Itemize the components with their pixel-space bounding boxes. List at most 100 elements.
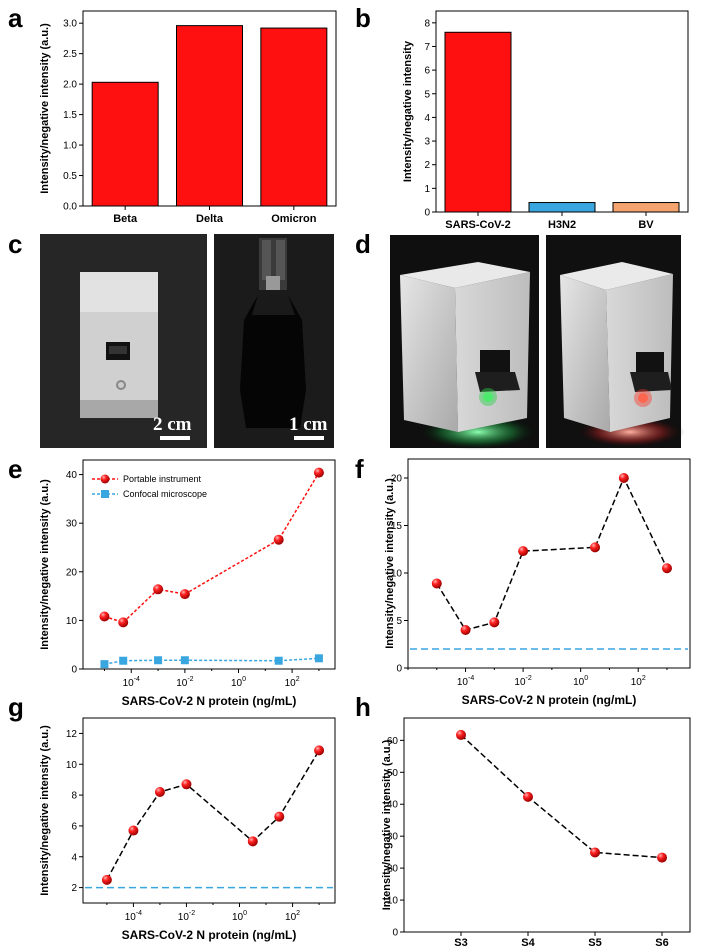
- data-point-f: [618, 473, 629, 483]
- y-axis-label-f: Intensity/negative intensity (a.u.): [384, 478, 396, 649]
- y-tick-label-g: 10: [66, 760, 78, 771]
- chart-a-variant-bars: 0.0 0.5 1.0 1.5 2.0 2.5 3.0 Intensity/negative …: [39, 10, 337, 225]
- data-point-confocal-microscope: [314, 654, 323, 663]
- data-point-g: [247, 836, 258, 847]
- data-point-f: [489, 617, 500, 628]
- series-line-g: [106, 749, 320, 881]
- x-tick-label-f: 100: [573, 675, 588, 688]
- x-tick-label-h: S3: [454, 937, 467, 949]
- y-tick-label-h: 40: [387, 800, 399, 811]
- plot-frame-e: [82, 459, 336, 670]
- photo-d-left-green-led: [390, 235, 539, 450]
- series-line-confocal-microscope: [104, 657, 319, 665]
- x-tick-label-b: BV: [638, 219, 654, 231]
- x-tick-label-e: 102: [285, 676, 300, 689]
- data-point-f: [460, 625, 471, 635]
- photo-d-right-red-led: [546, 235, 685, 448]
- data-point-h: [523, 791, 533, 802]
- x-tick-label-g: 102: [285, 910, 300, 923]
- y-axis-label-a: Intensity/negative intensity (a.u.): [39, 23, 51, 194]
- bar-sars-cov-2: [444, 31, 512, 213]
- x-tick-label-h: S4: [521, 937, 535, 949]
- x-tick-label-e: 10-4: [123, 676, 140, 689]
- x-tick-label-a: Omicron: [271, 213, 317, 225]
- y-tick-label-e: 20: [66, 567, 78, 578]
- x-tick-label-g: 10-4: [125, 910, 142, 923]
- legend-marker-confocal-microscope: [101, 490, 109, 498]
- panel-label-f: f: [355, 454, 364, 484]
- plot-frame-f: [407, 458, 691, 669]
- x-axis-label-e: SARS-CoV-2 N protein (ng/mL): [122, 694, 297, 708]
- data-point-h: [456, 729, 466, 740]
- data-point-g: [181, 779, 192, 790]
- y-tick-label-h: 60: [387, 736, 399, 747]
- y-tick-label-h: 20: [387, 864, 399, 875]
- data-point-f: [590, 542, 601, 553]
- x-tick-label-g: 100: [232, 910, 247, 923]
- x-tick-label-h: S5: [588, 937, 601, 949]
- y-axis-label-b: Intensity/negative intensity: [402, 40, 414, 182]
- chart-e-instrument-comparison: 0 10 20 30 40 10-4 10-2 100 102 SARS-CoV-2 N prot…: [39, 459, 336, 708]
- x-tick-label-f: 102: [631, 675, 646, 688]
- y-tick-label-b: 4: [424, 113, 430, 124]
- panel-label-a: a: [8, 3, 23, 33]
- photo-c-left-instrument: 2 cm: [40, 234, 207, 448]
- bar-delta: [176, 25, 243, 207]
- x-tick-label-f: 10-4: [457, 675, 474, 688]
- data-point-portable-instrument: [99, 611, 110, 622]
- y-tick-label-b: 0: [424, 208, 430, 219]
- y-tick-label-g: 2: [71, 883, 77, 894]
- x-tick-label-b: H3N2: [548, 219, 576, 231]
- y-tick-label-g: 8: [71, 791, 77, 802]
- x-tick-label-h: S6: [655, 937, 668, 949]
- legend-label-confocal-microscope: Confocal microscope: [123, 489, 207, 499]
- y-tick-label-h: 50: [387, 768, 399, 779]
- y-tick-label-b: 5: [424, 89, 430, 100]
- bar-omicron: [260, 27, 328, 207]
- series-line-f: [436, 476, 668, 631]
- y-tick-label-b: 3: [424, 137, 430, 148]
- y-axis-label-g: Intensity/negative intensity (a.u.): [39, 725, 51, 896]
- y-tick-label-f: 10: [391, 569, 403, 580]
- x-axis-label-g: SARS-CoV-2 N protein (ng/mL): [122, 928, 297, 942]
- y-tick-label-e: 30: [66, 519, 78, 530]
- photo-c-right-chip: 1 cm: [214, 234, 334, 448]
- bar-beta: [91, 81, 159, 207]
- y-tick-label-b: 6: [424, 66, 430, 77]
- x-tick-label-f: 10-2: [514, 675, 531, 688]
- data-point-f: [661, 563, 672, 574]
- data-point-h: [590, 847, 600, 858]
- scale-bar-label-left: 2 cm: [153, 414, 192, 435]
- y-tick-label-g: 6: [71, 821, 77, 832]
- data-point-f: [431, 578, 442, 589]
- data-point-confocal-microscope: [274, 656, 283, 665]
- y-tick-label-h: 0: [392, 928, 398, 939]
- y-tick-label-b: 2: [424, 160, 430, 171]
- data-point-portable-instrument: [179, 589, 190, 600]
- data-point-portable-instrument: [313, 467, 324, 478]
- data-point-portable-instrument: [153, 584, 164, 595]
- y-tick-label-a: 1.0: [63, 141, 77, 152]
- x-tick-label-e: 10-2: [176, 676, 193, 689]
- y-tick-label-a: 1.5: [63, 110, 77, 121]
- panel-label-g: g: [8, 692, 24, 722]
- data-point-f: [518, 546, 529, 557]
- legend-marker-portable-instrument: [100, 474, 110, 484]
- data-point-confocal-microscope: [119, 656, 128, 665]
- data-point-g: [154, 787, 165, 797]
- x-tick-label-b: SARS-CoV-2: [445, 219, 510, 231]
- scale-bar-left: [160, 436, 190, 440]
- y-axis-label-e: Intensity/negative intensity (a.u.): [39, 479, 51, 650]
- data-point-g: [314, 745, 325, 756]
- data-point-confocal-microscope: [100, 660, 109, 669]
- y-tick-label-g: 12: [66, 729, 78, 740]
- scale-bar-right: [294, 436, 324, 440]
- panel-label-h: h: [355, 692, 371, 722]
- x-tick-label-a: Delta: [196, 213, 224, 225]
- plot-frame-h: [403, 717, 691, 933]
- y-axis-label-h: Intensity/negative intensity (a.u.): [381, 739, 393, 910]
- x-axis-label-f: SARS-CoV-2 N protein (ng/mL): [462, 693, 637, 707]
- y-tick-label-a: 2.0: [63, 80, 77, 91]
